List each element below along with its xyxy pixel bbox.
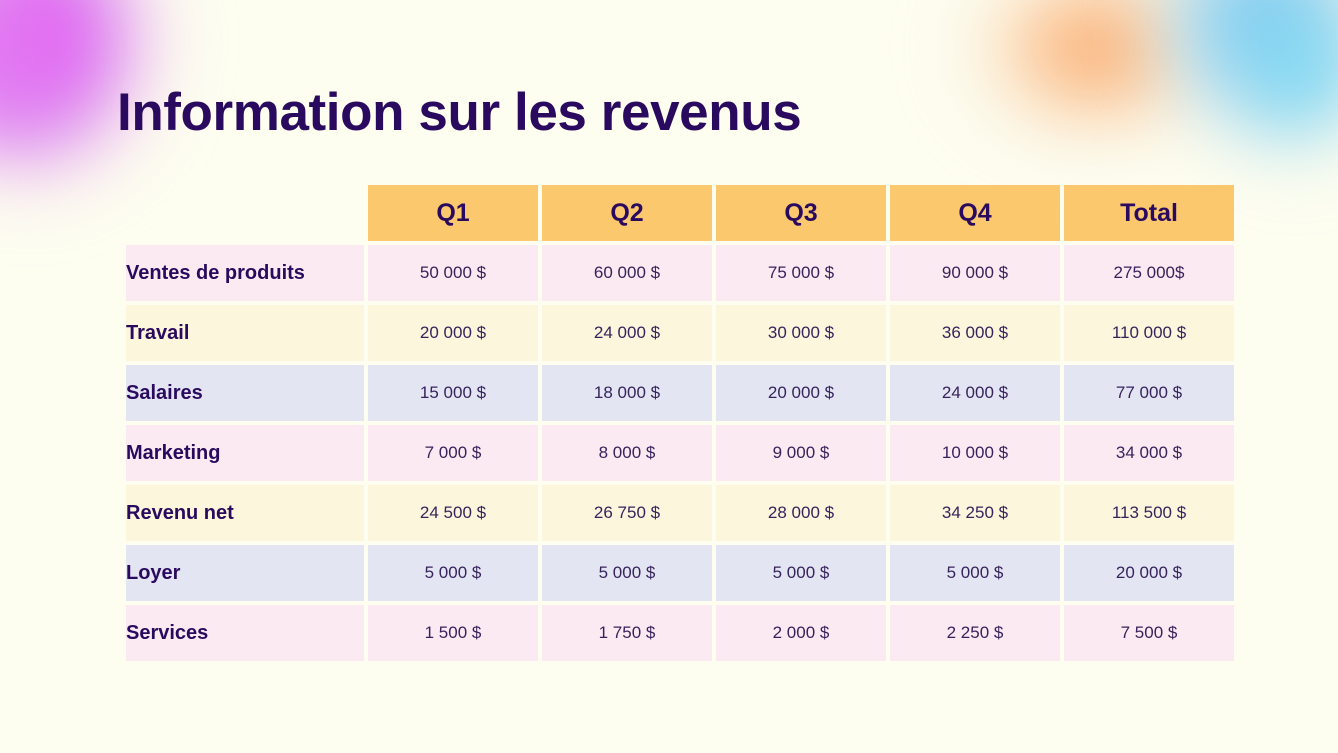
cell-loyer-q1: 5 000 $	[368, 545, 538, 601]
cell-salaires-q3: 20 000 $	[716, 365, 886, 421]
cell-salaires-q4: 24 000 $	[890, 365, 1060, 421]
cell-loyer-total: 20 000 $	[1064, 545, 1234, 601]
column-header-total[interactable]: Total	[1064, 185, 1234, 241]
row-label-revenu-net: Revenu net	[126, 485, 364, 541]
page-title: Information sur les revenus	[117, 83, 802, 142]
cell-loyer-q3: 5 000 $	[716, 545, 886, 601]
cell-services-q2: 1 750 $	[542, 605, 712, 661]
cell-travail-q1: 20 000 $	[368, 305, 538, 361]
cell-ventes-de-produits-total: 275 000$	[1064, 245, 1234, 301]
cell-ventes-de-produits-q4: 90 000 $	[890, 245, 1060, 301]
cell-services-q3: 2 000 $	[716, 605, 886, 661]
cell-marketing-q4: 10 000 $	[890, 425, 1060, 481]
row-label-ventes-de-produits: Ventes de produits	[126, 245, 364, 301]
cell-marketing-q1: 7 000 $	[368, 425, 538, 481]
table-row: Loyer 5 000 $ 5 000 $ 5 000 $ 5 000 $ 20…	[126, 545, 1234, 601]
cell-ventes-de-produits-q1: 50 000 $	[368, 245, 538, 301]
row-label-travail: Travail	[126, 305, 364, 361]
cell-services-q1: 1 500 $	[368, 605, 538, 661]
cell-salaires-q1: 15 000 $	[368, 365, 538, 421]
table-row: Marketing 7 000 $ 8 000 $ 9 000 $ 10 000…	[126, 425, 1234, 481]
cell-loyer-q2: 5 000 $	[542, 545, 712, 601]
magenta-blob-accent-decoration	[0, 0, 120, 205]
cell-services-q4: 2 250 $	[890, 605, 1060, 661]
cell-travail-q2: 24 000 $	[542, 305, 712, 361]
cyan-blob-decoration	[1198, 0, 1338, 200]
cell-loyer-q4: 5 000 $	[890, 545, 1060, 601]
peach-blob-decoration	[946, 0, 1246, 157]
table-header: Q1 Q2 Q3 Q4 Total	[126, 185, 1234, 241]
cell-marketing-q3: 9 000 $	[716, 425, 886, 481]
column-header-q1[interactable]: Q1	[368, 185, 538, 241]
cell-revenu-net-q1: 24 500 $	[368, 485, 538, 541]
row-label-salaires: Salaires	[126, 365, 364, 421]
table-row: Revenu net 24 500 $ 26 750 $ 28 000 $ 34…	[126, 485, 1234, 541]
cell-salaires-q2: 18 000 $	[542, 365, 712, 421]
table-header-row: Q1 Q2 Q3 Q4 Total	[126, 185, 1234, 241]
cell-revenu-net-q2: 26 750 $	[542, 485, 712, 541]
table-body: Ventes de produits 50 000 $ 60 000 $ 75 …	[126, 245, 1234, 661]
cell-travail-total: 110 000 $	[1064, 305, 1234, 361]
column-header-q4[interactable]: Q4	[890, 185, 1060, 241]
cell-revenu-net-q3: 28 000 $	[716, 485, 886, 541]
cell-marketing-q2: 8 000 $	[542, 425, 712, 481]
cell-marketing-total: 34 000 $	[1064, 425, 1234, 481]
cell-ventes-de-produits-q3: 75 000 $	[716, 245, 886, 301]
column-header-q2[interactable]: Q2	[542, 185, 712, 241]
table-row: Services 1 500 $ 1 750 $ 2 000 $ 2 250 $…	[126, 605, 1234, 661]
cell-travail-q3: 30 000 $	[716, 305, 886, 361]
row-label-services: Services	[126, 605, 364, 661]
table-row: Ventes de produits 50 000 $ 60 000 $ 75 …	[126, 245, 1234, 301]
row-label-loyer: Loyer	[126, 545, 364, 601]
table-row: Salaires 15 000 $ 18 000 $ 20 000 $ 24 0…	[126, 365, 1234, 421]
column-header-q3[interactable]: Q3	[716, 185, 886, 241]
cell-revenu-net-q4: 34 250 $	[890, 485, 1060, 541]
table-row: Travail 20 000 $ 24 000 $ 30 000 $ 36 00…	[126, 305, 1234, 361]
row-label-marketing: Marketing	[126, 425, 364, 481]
cell-revenu-net-total: 113 500 $	[1064, 485, 1234, 541]
revenue-table: Q1 Q2 Q3 Q4 Total Ventes de produits 50 …	[122, 181, 1238, 665]
cell-ventes-de-produits-q2: 60 000 $	[542, 245, 712, 301]
cell-services-total: 7 500 $	[1064, 605, 1234, 661]
table-corner-spacer	[126, 185, 364, 241]
cell-salaires-total: 77 000 $	[1064, 365, 1234, 421]
cell-travail-q4: 36 000 $	[890, 305, 1060, 361]
